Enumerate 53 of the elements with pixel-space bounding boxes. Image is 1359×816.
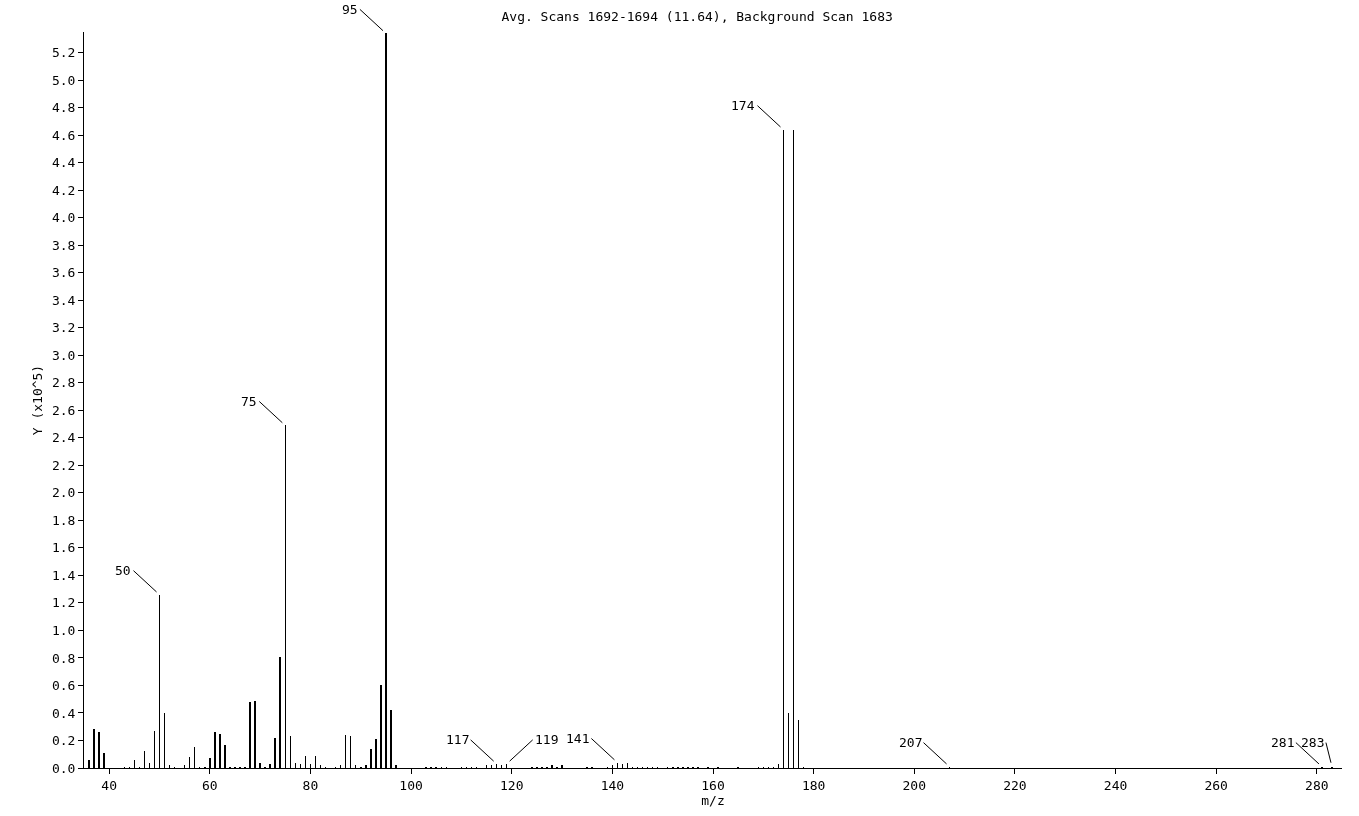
x-tick-label: 140 bbox=[600, 777, 625, 793]
y-tick-label: 3.6 bbox=[51, 265, 76, 281]
y-tick-label: 4.2 bbox=[51, 182, 76, 198]
x-tick-label: 220 bbox=[1003, 777, 1027, 793]
annotation: 117 bbox=[446, 732, 470, 747]
y-tick-label: 1.2 bbox=[51, 595, 76, 611]
y-tick-label: 4.8 bbox=[51, 100, 76, 116]
y-tick-label: 3.8 bbox=[51, 237, 76, 253]
chart-title: Avg. Scans 1692-1694 (11.64), Background Scan 1683 bbox=[501, 9, 893, 25]
y-tick-label: 4.6 bbox=[51, 127, 76, 143]
x-tick-label: 280 bbox=[1305, 777, 1329, 793]
x-tick-label: 200 bbox=[902, 777, 927, 793]
x-tick-label: 100 bbox=[399, 777, 423, 793]
x-tick-label: 60 bbox=[201, 777, 218, 793]
x-tick-label: 80 bbox=[302, 777, 319, 793]
y-tick-label: 2.8 bbox=[51, 375, 76, 391]
y-tick-label: 5.2 bbox=[51, 45, 76, 61]
y-tick-label: 3.0 bbox=[51, 347, 76, 363]
x-tick-label: 40 bbox=[101, 777, 117, 793]
y-tick-label: 0.8 bbox=[51, 650, 76, 666]
y-tick-label: 4.4 bbox=[51, 155, 76, 171]
y-tick-label: 5.0 bbox=[51, 72, 76, 88]
annotation: 283 bbox=[1301, 735, 1325, 750]
y-tick-label: 1.6 bbox=[51, 540, 76, 556]
y-tick-label: 0.0 bbox=[51, 760, 76, 776]
y-tick-label: 1.8 bbox=[51, 512, 76, 528]
annotation: 281 bbox=[1271, 735, 1295, 750]
y-tick-label: 0.2 bbox=[51, 733, 76, 749]
x-tick-label: 160 bbox=[701, 777, 725, 793]
y-tick-label: 0.4 bbox=[51, 705, 76, 721]
y-tick-label: 4.0 bbox=[51, 210, 76, 226]
x-axis-title: m/z bbox=[701, 792, 725, 808]
y-tick-label: 3.4 bbox=[51, 292, 76, 308]
annotation: 95 bbox=[342, 2, 358, 17]
x-tick-label: 240 bbox=[1103, 777, 1128, 793]
annotation: 119 bbox=[535, 732, 559, 747]
x-tick-label: 180 bbox=[801, 777, 826, 793]
annotation: 50 bbox=[115, 563, 131, 578]
x-tick-label: 120 bbox=[499, 777, 524, 793]
annotation: 141 bbox=[566, 731, 590, 746]
y-tick-label: 2.4 bbox=[51, 430, 76, 446]
y-tick-label: 1.4 bbox=[51, 567, 76, 583]
x-tick-label: 260 bbox=[1204, 777, 1228, 793]
annotation: 75 bbox=[241, 394, 257, 409]
y-tick-label: 2.6 bbox=[51, 402, 76, 418]
annotation: 207 bbox=[899, 735, 923, 750]
y-tick-label: 0.6 bbox=[51, 678, 76, 694]
y-tick-label: 3.2 bbox=[51, 320, 76, 336]
y-tick-label: 2.2 bbox=[51, 457, 76, 473]
annotation: 174 bbox=[731, 98, 755, 113]
y-tick-label: 2.0 bbox=[51, 485, 76, 501]
y-tick-label: 1.0 bbox=[51, 622, 76, 638]
y-axis-title: Y (x10^5) bbox=[29, 364, 45, 436]
